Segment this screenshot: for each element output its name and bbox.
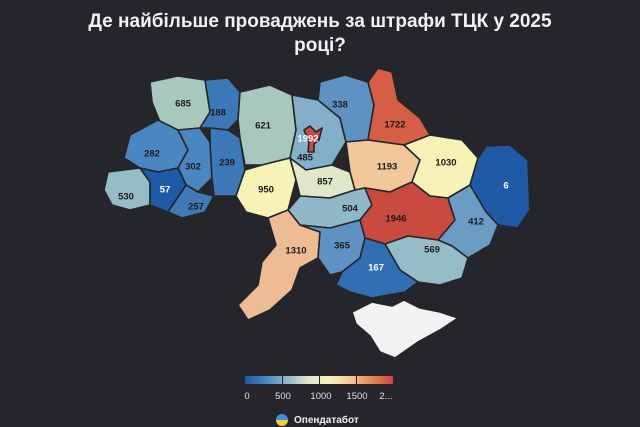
label-kharkiv: 1030 <box>435 158 456 169</box>
page-title: Де найбільше проваджень за штрафи ТЦК у … <box>88 11 552 56</box>
label-zaporizhzhia: 569 <box>424 245 440 256</box>
region-chernivtsi[interactable] <box>167 184 215 219</box>
legend-tick-1500: 1500 <box>346 391 368 402</box>
label-khmelnytskyi: 239 <box>219 158 235 169</box>
region-zakarpattia[interactable] <box>103 167 151 211</box>
label-kirovohrad: 504 <box>342 204 359 215</box>
crimea <box>351 299 459 359</box>
legend-tick-0: 0 <box>244 391 250 402</box>
label-zakarpattia: 530 <box>118 192 134 203</box>
label-kyiv-city: 1992 <box>297 134 318 145</box>
label-ternopil: 302 <box>185 162 201 173</box>
label-luhansk: 6 <box>503 181 508 192</box>
opendatabot-logo-icon <box>276 414 288 426</box>
region-kherson[interactable] <box>335 237 419 299</box>
label-sumy: 1722 <box>384 120 405 131</box>
label-zhytomyr: 621 <box>255 121 272 132</box>
label-volyn: 685 <box>175 99 192 110</box>
legend-tick-500: 500 <box>275 391 291 402</box>
label-ivano-frankivsk: 57 <box>160 185 171 196</box>
label-odesa: 1310 <box>285 246 306 257</box>
legend-tick-1000: 1000 <box>310 391 332 402</box>
label-kyiv-oblast: 485 <box>297 153 314 164</box>
label-kherson: 167 <box>368 263 384 274</box>
region-kyiv-city[interactable] <box>303 125 323 153</box>
label-rivne: 188 <box>210 108 226 119</box>
region-sumy[interactable] <box>367 67 431 146</box>
region-donetsk[interactable] <box>437 184 499 259</box>
label-cherkasy: 857 <box>317 177 333 188</box>
legend-tick-mark <box>356 376 357 384</box>
legend-tick-mark <box>319 376 320 384</box>
label-dnipropetrovsk: 1946 <box>385 214 406 225</box>
legend-tick-mark <box>282 376 283 384</box>
legend-tick-max: 2... <box>379 391 393 402</box>
brand-name: Опендатабот <box>294 414 359 426</box>
label-poltava: 1193 <box>377 162 398 173</box>
label-chernivtsi: 257 <box>188 202 204 213</box>
label-vinnytsia: 950 <box>258 185 274 196</box>
label-mykolaiv: 365 <box>334 241 351 252</box>
label-donetsk: 412 <box>468 217 484 228</box>
label-chernihiv: 338 <box>332 100 348 111</box>
brand: Опендатабот <box>276 414 359 426</box>
label-lviv: 282 <box>144 149 160 160</box>
